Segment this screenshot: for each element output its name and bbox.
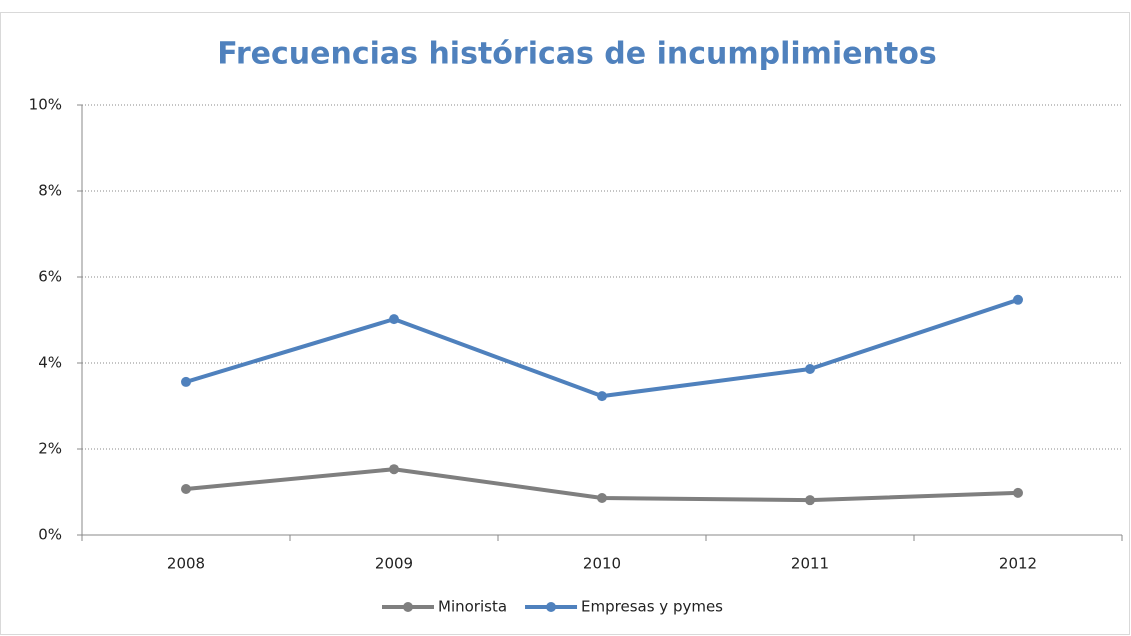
y-tick-label: 10% bbox=[29, 96, 62, 114]
x-tick-label: 2011 bbox=[791, 555, 829, 573]
point bbox=[389, 464, 399, 475]
legend-label: Minorista bbox=[438, 598, 507, 616]
chart-frame bbox=[0, 12, 1130, 635]
x-tick-label: 2012 bbox=[999, 555, 1037, 573]
legend-marker bbox=[546, 602, 557, 612]
point bbox=[1013, 487, 1023, 498]
point bbox=[805, 495, 815, 506]
point bbox=[805, 364, 815, 375]
y-tick-label: 0% bbox=[38, 526, 62, 544]
y-tick-label: 4% bbox=[38, 354, 62, 372]
point bbox=[181, 376, 191, 387]
point bbox=[181, 483, 191, 494]
y-tick-label: 2% bbox=[38, 440, 62, 458]
legend-marker bbox=[403, 602, 413, 612]
x-tick-label: 2008 bbox=[167, 555, 205, 573]
point bbox=[597, 391, 607, 402]
point bbox=[389, 314, 399, 325]
chart-title: Frecuencias históricas de incumplimiento… bbox=[217, 37, 936, 72]
point bbox=[1013, 294, 1023, 305]
y-tick-label: 8% bbox=[38, 182, 62, 200]
point bbox=[597, 493, 607, 504]
legend-label: Empresas y pymes bbox=[581, 598, 723, 616]
y-tick-label: 6% bbox=[38, 268, 62, 286]
x-tick-label: 2010 bbox=[583, 555, 621, 573]
x-tick-label: 2009 bbox=[375, 555, 413, 573]
